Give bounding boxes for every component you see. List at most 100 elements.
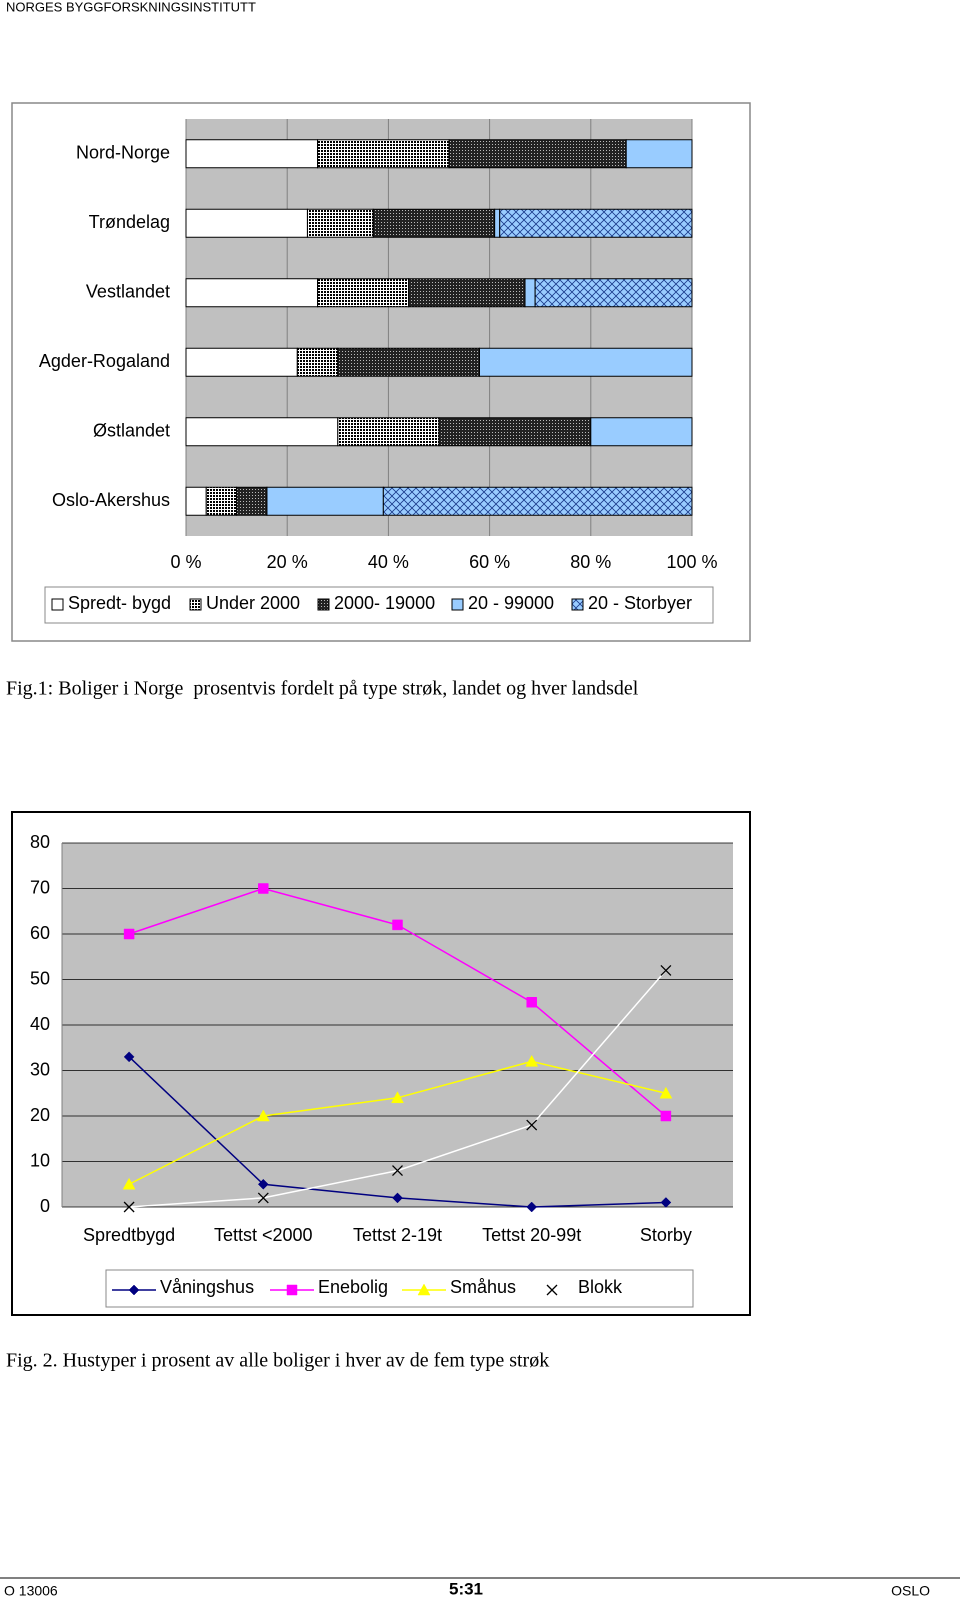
bar-segment: [382, 486, 693, 516]
marker: [526, 1119, 538, 1131]
bar-segment: [478, 347, 693, 377]
y-tick-label: 10: [30, 1150, 50, 1170]
marker: [660, 1110, 672, 1122]
footer-right: OSLO: [891, 1583, 930, 1599]
legend-label: Blokk: [578, 1277, 623, 1297]
legend-box: [105, 1269, 694, 1308]
y-tick-label: 0: [40, 1196, 50, 1216]
bar-segment: [590, 417, 693, 447]
marker: [392, 919, 403, 931]
marker: [286, 1284, 298, 1296]
bar-segment: [337, 347, 480, 377]
marker: [417, 1283, 431, 1296]
marker: [122, 1177, 136, 1190]
legend-swatch: [317, 598, 330, 611]
bar-segment: [317, 139, 450, 169]
bar-segment: [296, 347, 339, 377]
marker: [392, 1192, 403, 1204]
footer-page: 5:31: [449, 1579, 483, 1598]
bar-segment: [266, 486, 384, 516]
category-label: Nord-Norge: [76, 143, 170, 163]
bar-segment: [185, 417, 339, 447]
y-tick-label: 60: [30, 923, 50, 943]
y-tick-label: 50: [30, 968, 50, 988]
legend-label: Enebolig: [318, 1277, 388, 1297]
marker: [258, 883, 269, 894]
marker: [659, 1086, 673, 1099]
bar-segment: [185, 208, 308, 238]
bar-segment: [185, 347, 298, 377]
bar-segment: [438, 417, 592, 447]
legend-label: Våningshus: [160, 1277, 254, 1297]
legend-label: Småhus: [450, 1277, 516, 1297]
bar-segment: [185, 486, 207, 516]
marker: [123, 1201, 135, 1213]
marker: [660, 1197, 672, 1208]
caption: Fig. 2. Hustyper i prosent av alle bolig…: [6, 1350, 549, 1372]
bar-segment: [205, 486, 238, 516]
caption: Fig.1: Boliger i Norge prosentvis fordel…: [6, 678, 639, 700]
marker: [546, 1284, 558, 1296]
bar-segment: [524, 278, 536, 308]
bar-segment: [534, 278, 693, 308]
x-tick-label: 60 %: [469, 552, 510, 572]
marker: [257, 1178, 269, 1190]
category-label: Agder-Rogaland: [39, 351, 170, 371]
bar-segment: [408, 278, 526, 308]
bar-segment: [236, 486, 268, 516]
x-tick-label: 20 %: [267, 552, 308, 572]
x-tick-label: 80 %: [570, 552, 611, 572]
x-tick-label: 100 %: [666, 552, 717, 572]
bar-segment: [499, 208, 693, 238]
bar-segment: [185, 278, 319, 308]
legend-swatch: [51, 598, 64, 611]
marker: [392, 1165, 403, 1177]
marker: [123, 1051, 135, 1063]
legend-label: 20 - Storbyer: [588, 593, 692, 613]
marker: [123, 928, 135, 940]
marker: [391, 1091, 404, 1104]
y-tick-label: 20: [30, 1105, 50, 1125]
y-tick-label: 40: [30, 1014, 50, 1034]
x-tick-label: 0 %: [170, 552, 201, 572]
bar-segment: [494, 208, 501, 238]
legend-swatch: [451, 598, 464, 611]
bar-segment: [306, 208, 374, 238]
category-label: Trøndelag: [89, 212, 170, 232]
x-tick-label: Tettst 20-99t: [482, 1225, 581, 1245]
marker: [660, 964, 672, 976]
legend-swatch: [571, 598, 584, 611]
legend-swatch: [189, 598, 202, 611]
marker: [526, 1201, 538, 1213]
legend-label: Spredt- bygd: [68, 593, 171, 613]
marker: [257, 1192, 269, 1204]
marker: [128, 1284, 140, 1296]
bar-segment: [448, 139, 627, 169]
bar-segment: [185, 139, 319, 169]
x-tick-label: Storby: [640, 1225, 692, 1245]
x-tick-label: Spredtbygd: [83, 1225, 175, 1245]
footer-left: O 13006: [4, 1583, 58, 1599]
x-tick-label: Tettst <2000: [214, 1225, 313, 1245]
marker: [256, 1109, 270, 1122]
header-org: NORGES BYGGFORSKNINGSINSTITUTT: [6, 0, 256, 14]
bar-segment: [372, 208, 496, 238]
bar-segment: [625, 139, 693, 169]
legend-label: 2000- 19000: [334, 593, 435, 613]
marker: [525, 1054, 539, 1067]
x-tick-label: 40 %: [368, 552, 409, 572]
legend-box: [44, 586, 714, 624]
legend-label: 20 - 99000: [468, 593, 554, 613]
marker: [526, 997, 537, 1008]
bar-segment: [317, 278, 410, 308]
x-tick-label: Tettst 2-19t: [353, 1225, 442, 1245]
legend-label: Under 2000: [206, 593, 300, 613]
y-tick-label: 30: [30, 1059, 50, 1079]
category-label: Oslo-Akershus: [52, 490, 170, 510]
category-label: Vestlandet: [86, 282, 170, 302]
y-tick-label: 80: [30, 832, 50, 852]
category-label: Østlandet: [93, 421, 170, 441]
y-tick-label: 70: [30, 877, 50, 897]
